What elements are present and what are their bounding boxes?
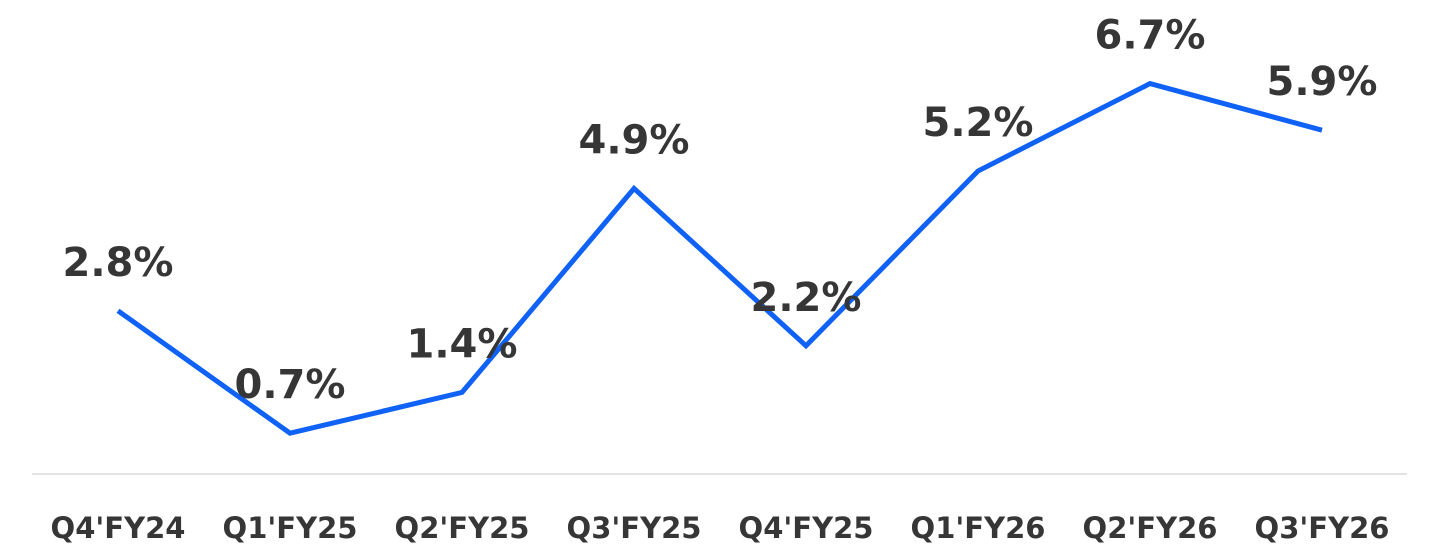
value-label: 1.4% xyxy=(407,321,518,367)
value-label: 5.9% xyxy=(1267,59,1378,105)
x-tick-label: Q2'FY25 xyxy=(395,511,530,545)
value-label: 5.2% xyxy=(923,100,1034,146)
x-tick-label: Q4'FY24 xyxy=(51,511,186,545)
x-tick-label: Q1'FY26 xyxy=(911,511,1046,545)
x-tick-label: Q2'FY26 xyxy=(1083,511,1218,545)
value-label: 0.7% xyxy=(235,362,346,408)
x-tick-label: Q4'FY25 xyxy=(739,511,874,545)
line-series xyxy=(116,80,1323,436)
x-tick-label: Q3'FY26 xyxy=(1255,511,1390,545)
x-tick-label: Q3'FY25 xyxy=(567,511,702,545)
x-tick-label: Q1'FY25 xyxy=(223,511,358,545)
value-label: 2.2% xyxy=(751,275,862,321)
value-label: 2.8% xyxy=(63,240,174,286)
value-label: 6.7% xyxy=(1095,13,1206,59)
value-label: 4.9% xyxy=(579,117,690,163)
